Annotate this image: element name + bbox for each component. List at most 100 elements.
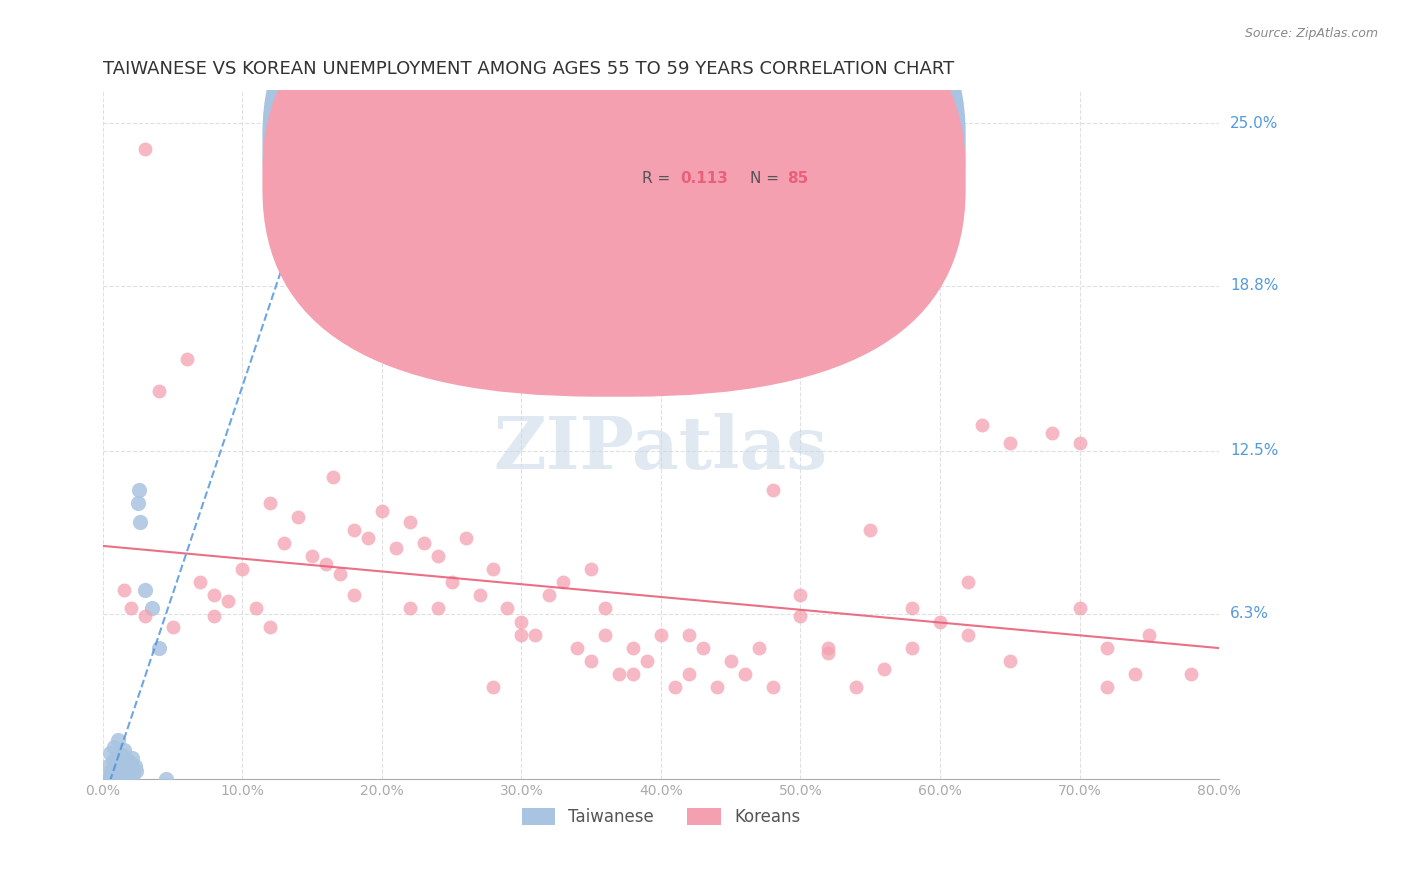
Point bbox=[1097, 640, 1119, 655]
Point bbox=[398, 601, 420, 615]
FancyBboxPatch shape bbox=[582, 118, 879, 204]
Point bbox=[734, 667, 756, 681]
Point bbox=[115, 772, 138, 786]
Point bbox=[112, 743, 135, 757]
Point bbox=[111, 772, 134, 786]
Point bbox=[482, 562, 505, 576]
Point bbox=[108, 756, 131, 771]
Point bbox=[115, 764, 138, 778]
Point bbox=[103, 740, 125, 755]
Text: R =: R = bbox=[643, 171, 675, 186]
Point bbox=[112, 582, 135, 597]
Point bbox=[105, 751, 128, 765]
Point bbox=[97, 772, 120, 786]
Point bbox=[217, 593, 239, 607]
Text: N =: N = bbox=[751, 171, 785, 186]
Point bbox=[100, 772, 122, 786]
Point bbox=[621, 667, 644, 681]
Point bbox=[231, 562, 253, 576]
Point bbox=[817, 640, 839, 655]
Point bbox=[329, 567, 352, 582]
Point bbox=[929, 615, 952, 629]
Point bbox=[636, 654, 658, 668]
Point bbox=[176, 352, 198, 367]
Point bbox=[664, 680, 686, 694]
Point bbox=[134, 609, 156, 624]
Point bbox=[259, 620, 281, 634]
Point bbox=[245, 601, 267, 615]
Point bbox=[524, 627, 547, 641]
Point bbox=[678, 627, 700, 641]
Point bbox=[110, 766, 132, 780]
Point bbox=[96, 772, 118, 786]
Point bbox=[100, 764, 122, 778]
Point bbox=[873, 662, 896, 676]
Point bbox=[1123, 667, 1146, 681]
Point bbox=[315, 557, 337, 571]
Point bbox=[97, 759, 120, 773]
Point bbox=[120, 756, 142, 771]
Point bbox=[128, 483, 150, 498]
Point bbox=[998, 436, 1021, 450]
Point bbox=[789, 609, 811, 624]
FancyBboxPatch shape bbox=[263, 0, 966, 397]
Point bbox=[301, 549, 323, 563]
Point bbox=[287, 509, 309, 524]
Point bbox=[454, 531, 477, 545]
Point bbox=[357, 531, 380, 545]
Point bbox=[108, 772, 131, 786]
Point bbox=[155, 772, 177, 786]
Point bbox=[593, 601, 616, 615]
Point bbox=[468, 588, 491, 602]
Point bbox=[122, 766, 145, 780]
Legend: Taiwanese, Koreans: Taiwanese, Koreans bbox=[515, 801, 807, 832]
Point bbox=[134, 582, 156, 597]
Point bbox=[117, 754, 139, 768]
Point bbox=[761, 680, 783, 694]
Point bbox=[482, 680, 505, 694]
Point bbox=[273, 536, 295, 550]
Point bbox=[385, 541, 408, 555]
Point bbox=[322, 470, 344, 484]
Point bbox=[134, 142, 156, 156]
Text: ZIPatlas: ZIPatlas bbox=[494, 413, 828, 483]
Point bbox=[1040, 425, 1063, 440]
Point bbox=[593, 627, 616, 641]
Point bbox=[148, 640, 170, 655]
Point bbox=[538, 588, 561, 602]
Point bbox=[125, 764, 148, 778]
Text: 12.5%: 12.5% bbox=[1230, 443, 1278, 458]
Text: TAIWANESE VS KOREAN UNEMPLOYMENT AMONG AGES 55 TO 59 YEARS CORRELATION CHART: TAIWANESE VS KOREAN UNEMPLOYMENT AMONG A… bbox=[103, 60, 955, 78]
Point bbox=[107, 732, 129, 747]
Point bbox=[1137, 627, 1160, 641]
Point bbox=[98, 746, 121, 760]
Point bbox=[692, 640, 714, 655]
Point bbox=[859, 523, 882, 537]
Point bbox=[426, 549, 449, 563]
Point bbox=[650, 627, 672, 641]
Point bbox=[343, 523, 366, 537]
Point bbox=[1069, 436, 1091, 450]
Point bbox=[114, 759, 136, 773]
Point bbox=[127, 496, 149, 510]
Point bbox=[607, 667, 630, 681]
Point bbox=[112, 772, 135, 786]
Point bbox=[343, 588, 366, 602]
Point bbox=[141, 601, 163, 615]
Point bbox=[901, 640, 924, 655]
Point bbox=[817, 646, 839, 660]
Point bbox=[190, 575, 212, 590]
Point bbox=[104, 761, 127, 775]
Point bbox=[998, 654, 1021, 668]
FancyBboxPatch shape bbox=[263, 0, 966, 361]
Point bbox=[103, 772, 125, 786]
Point bbox=[204, 609, 226, 624]
Point bbox=[970, 417, 993, 432]
Point bbox=[845, 680, 868, 694]
Point bbox=[579, 654, 602, 668]
Text: R =: R = bbox=[643, 136, 675, 151]
Point bbox=[621, 640, 644, 655]
Point bbox=[440, 575, 463, 590]
Point bbox=[956, 627, 979, 641]
Point bbox=[496, 601, 519, 615]
